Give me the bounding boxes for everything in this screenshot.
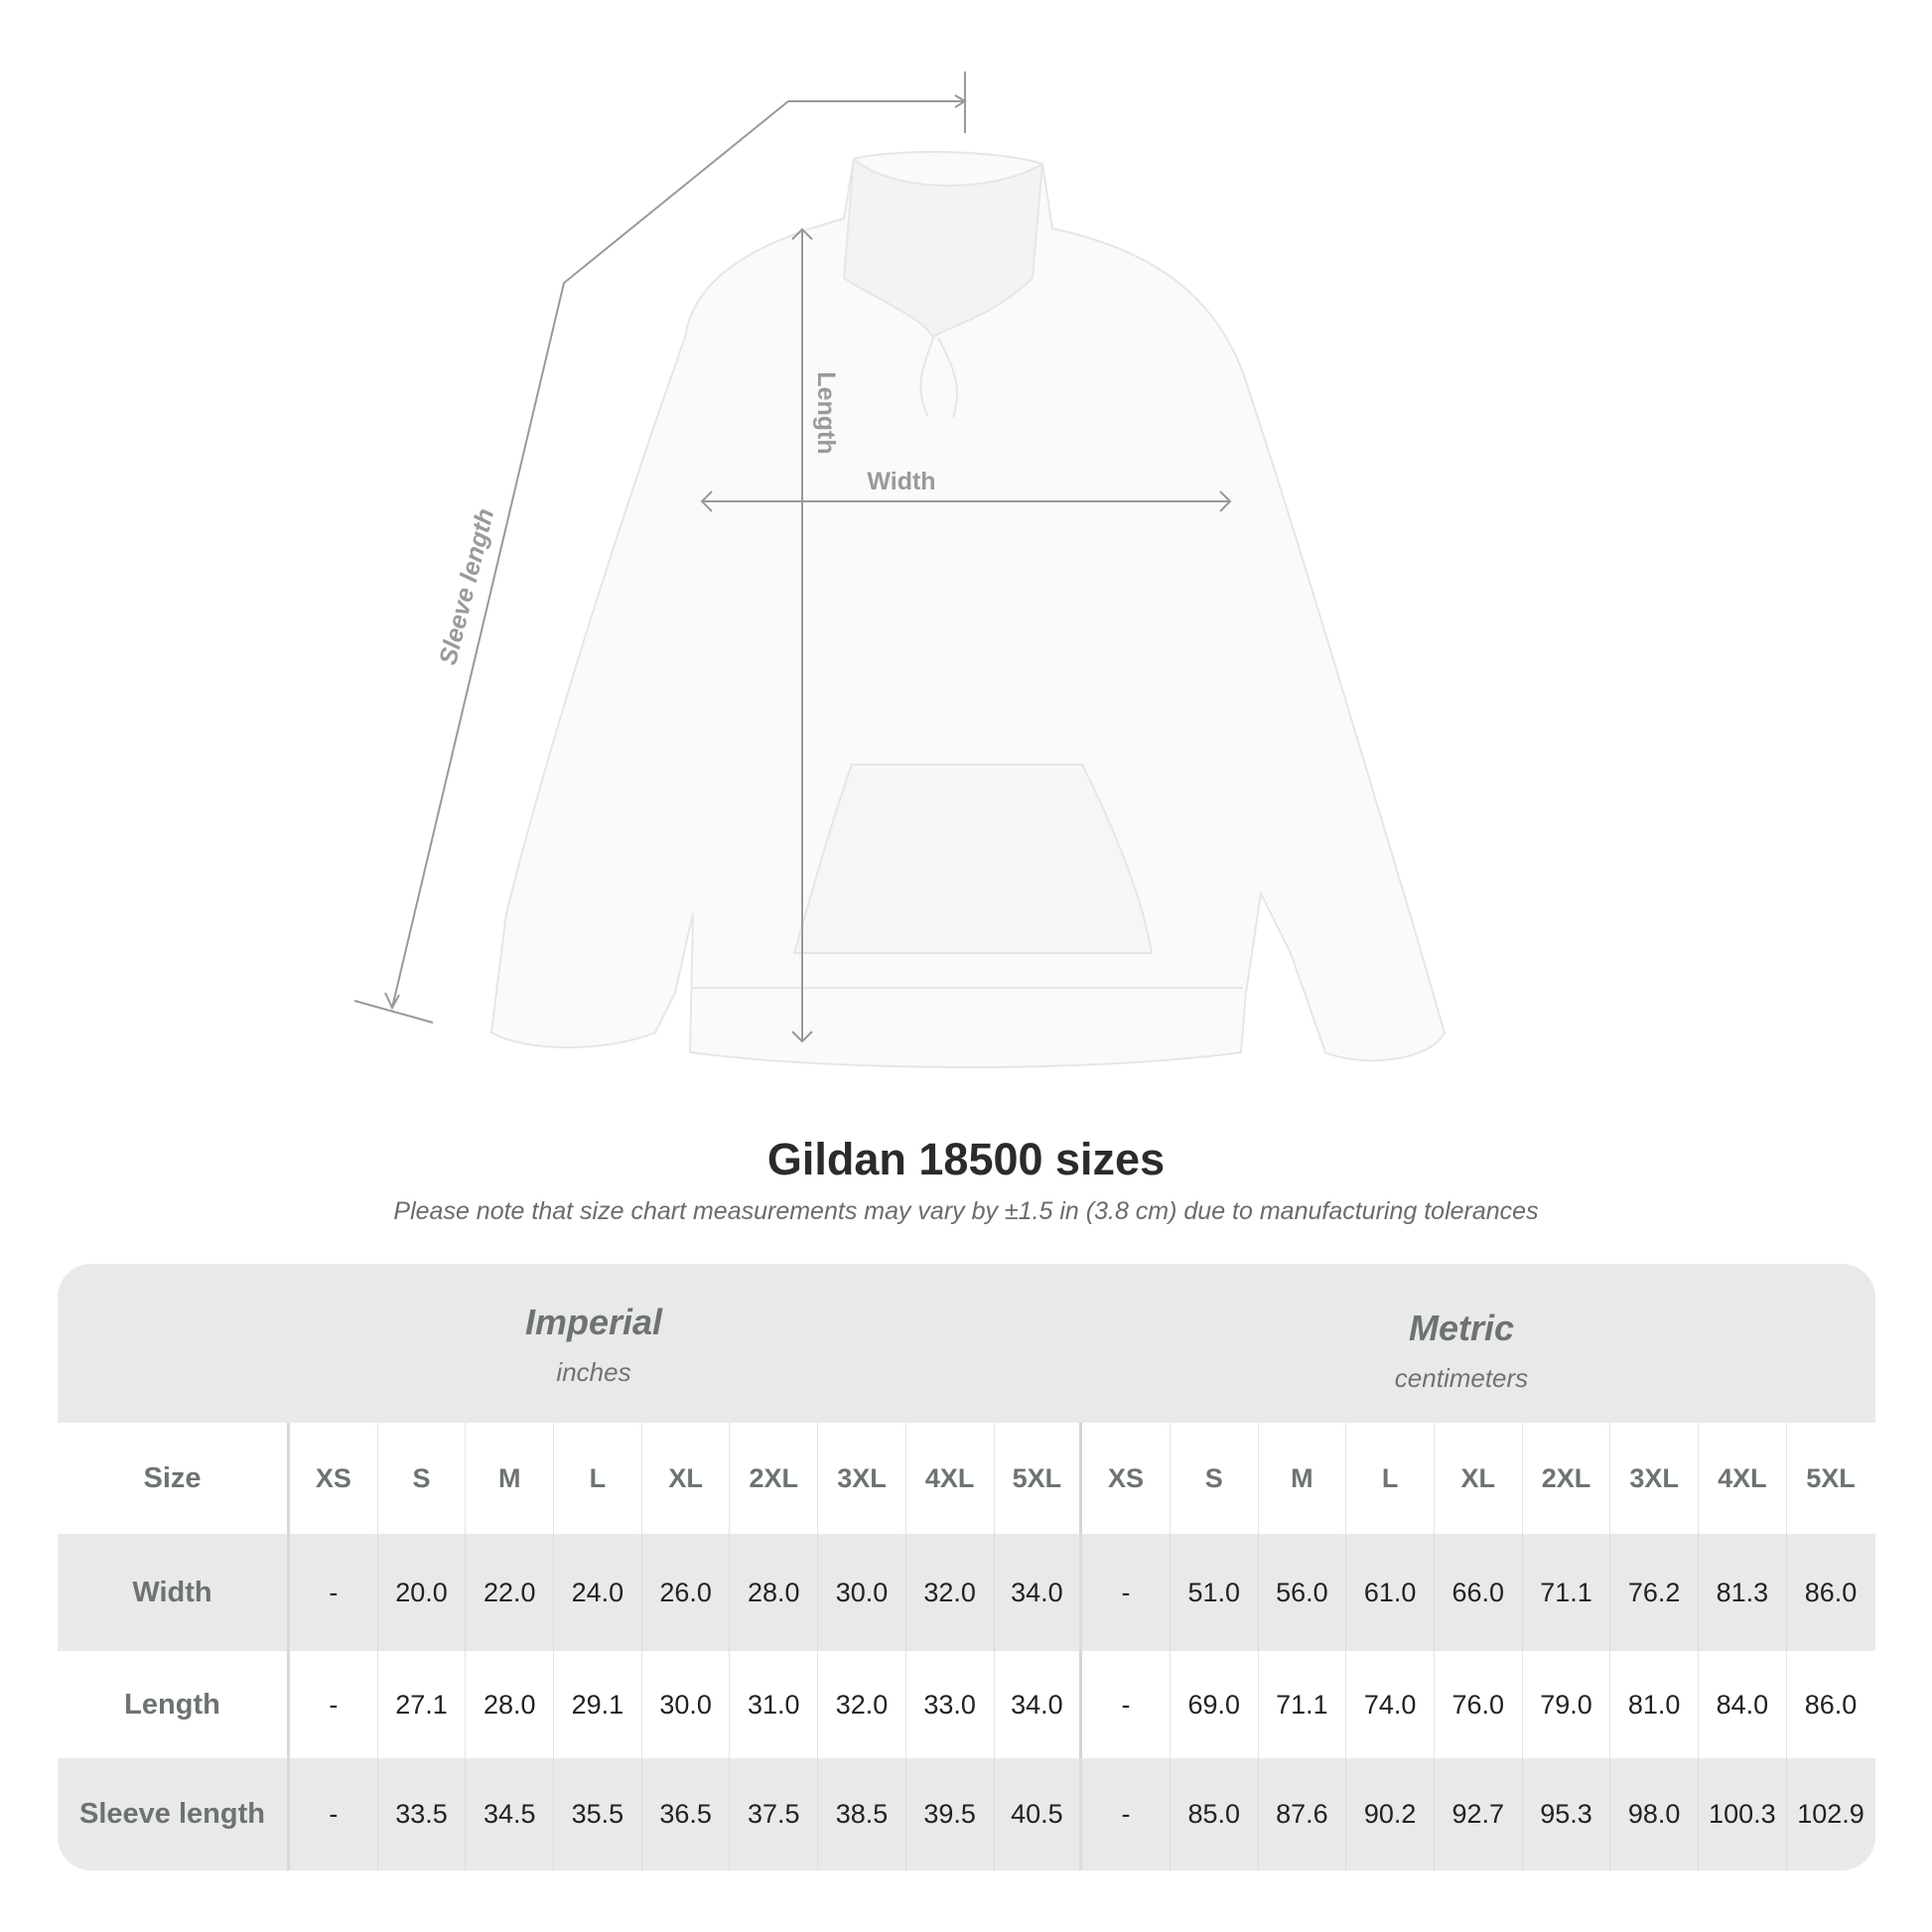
cell-imperial: 38.5: [818, 1758, 906, 1870]
cell-imperial: 28.0: [730, 1534, 819, 1651]
cell-metric: 71.1: [1523, 1534, 1611, 1651]
cell-imperial: 34.0: [995, 1651, 1083, 1758]
row-label: Length: [58, 1651, 290, 1758]
cell-imperial: -: [290, 1651, 378, 1758]
cell-metric: 74.0: [1346, 1651, 1435, 1758]
cell-metric: 90.2: [1346, 1758, 1435, 1870]
table-row-sleeve-length: Sleeve length -33.5 34.5 35.5 36.5 37.5 38.5 39…: [58, 1758, 1875, 1870]
cell-metric: 61.0: [1346, 1534, 1435, 1651]
cell-metric: 76.0: [1435, 1651, 1523, 1758]
cell-imperial: 36.5: [642, 1758, 731, 1870]
cell-imperial: 22.0: [466, 1534, 555, 1651]
cell-imperial: -: [290, 1534, 378, 1651]
cell-imperial: 34.5: [466, 1758, 555, 1870]
table-row-width: Width -20.0 22.0 24.0 26.0 28.0 30.0 32.0 34.0-5…: [58, 1534, 1875, 1651]
width-label: Width: [867, 468, 935, 495]
cell-metric: 84.0: [1699, 1651, 1787, 1758]
cell-imperial: 32.0: [818, 1651, 906, 1758]
cell-metric: 102.9: [1797, 1799, 1864, 1829]
size-header-imperial: 5XL: [995, 1423, 1083, 1534]
cell-metric: 100.3: [1699, 1758, 1787, 1870]
size-header-metric: 5XL: [1806, 1462, 1856, 1493]
cell-imperial: 33.5: [378, 1758, 467, 1870]
size-header-metric: 4XL: [1699, 1423, 1787, 1534]
size-header-imperial: 3XL: [818, 1423, 906, 1534]
hoodie-image: [489, 151, 1447, 1068]
size-header-metric: XS: [1082, 1423, 1171, 1534]
cell-imperial: 27.1: [378, 1651, 467, 1758]
size-header-metric: L: [1346, 1423, 1435, 1534]
table-header: [58, 1264, 1875, 1423]
cell-imperial: -: [290, 1758, 378, 1870]
metric-unit: centimeters: [1394, 1363, 1529, 1393]
size-header-imperial: M: [466, 1423, 555, 1534]
metric-header: Metric centimeters: [1303, 1308, 1620, 1394]
size-header-metric: S: [1171, 1423, 1259, 1534]
length-label: Length: [812, 371, 840, 454]
cell-imperial: 37.5: [730, 1758, 819, 1870]
sleeve-length-label: Sleeve length: [434, 505, 499, 667]
cell-metric: 92.7: [1435, 1758, 1523, 1870]
row-label: Width: [58, 1534, 290, 1651]
cell-imperial: 30.0: [818, 1534, 906, 1651]
cell-metric: 51.0: [1171, 1534, 1259, 1651]
cell-imperial: 30.0: [642, 1651, 731, 1758]
size-header-imperial: XL: [642, 1423, 731, 1534]
cell-metric: 87.6: [1259, 1758, 1347, 1870]
cell-metric: 86.0: [1804, 1577, 1858, 1607]
row-label: Sleeve length: [58, 1758, 290, 1870]
cell-metric: 85.0: [1171, 1758, 1259, 1870]
row-label: Size: [58, 1423, 290, 1534]
cell-imperial: 35.5: [554, 1758, 642, 1870]
size-header-metric: XL: [1435, 1423, 1523, 1534]
table-row-length: Length -27.1 28.0 29.1 30.0 31.0 32.0 33.0 34.0-…: [58, 1651, 1875, 1758]
size-header-metric: 3XL: [1610, 1423, 1699, 1534]
cell-imperial: 40.5: [995, 1758, 1083, 1870]
cell-metric: 95.3: [1523, 1758, 1611, 1870]
size-header-imperial: L: [554, 1423, 642, 1534]
cell-imperial: 33.0: [906, 1651, 995, 1758]
cell-imperial: 31.0: [730, 1651, 819, 1758]
cell-metric: 98.0: [1610, 1758, 1699, 1870]
cell-imperial: 34.0: [995, 1534, 1083, 1651]
cell-imperial: 20.0: [378, 1534, 467, 1651]
cell-metric: -: [1082, 1534, 1171, 1651]
cell-metric: 56.0: [1259, 1534, 1347, 1651]
cell-metric: 69.0: [1171, 1651, 1259, 1758]
page-title: Gildan 18500 sizes: [766, 1134, 1166, 1184]
size-header-imperial: 2XL: [730, 1423, 819, 1534]
size-header-metric: M: [1259, 1423, 1347, 1534]
size-header-imperial: 4XL: [906, 1423, 995, 1534]
cell-imperial: 24.0: [554, 1534, 642, 1651]
cell-metric: 86.0: [1804, 1689, 1858, 1720]
cell-imperial: 26.0: [642, 1534, 731, 1651]
cell-metric: 71.1: [1259, 1651, 1347, 1758]
cell-metric: 81.0: [1610, 1651, 1699, 1758]
arrowheads: [384, 94, 1232, 1043]
cell-metric: 66.0: [1435, 1534, 1523, 1651]
size-header-imperial: S: [378, 1423, 467, 1534]
cell-metric: -: [1082, 1758, 1171, 1870]
imperial-header: Imperial inches: [435, 1302, 753, 1388]
size-header-imperial: XS: [290, 1423, 378, 1534]
sleeve-measure-tick-bottom: [353, 1000, 434, 1024]
sleeve-measure-line: [391, 100, 789, 1009]
cell-metric: 81.3: [1699, 1534, 1787, 1651]
cell-metric: -: [1082, 1651, 1171, 1758]
cell-imperial: 29.1: [554, 1651, 642, 1758]
cell-imperial: 39.5: [906, 1758, 995, 1870]
cell-imperial: 32.0: [906, 1534, 995, 1651]
metric-title: Metric: [1408, 1308, 1515, 1348]
size-header-metric: 2XL: [1523, 1423, 1611, 1534]
table-row-size: Size XS S M L XL 2XL 3XL 4XL 5XL XS S M L XL 2XL 3XL 4XL 5…: [58, 1423, 1875, 1534]
cell-imperial: 28.0: [466, 1651, 555, 1758]
cell-metric: 76.2: [1610, 1534, 1699, 1651]
size-table: Imperial inches Metric centimeters Size X…: [58, 1264, 1875, 1870]
imperial-unit: inches: [556, 1357, 631, 1387]
tolerance-note: Please note that size chart measurements…: [393, 1197, 1539, 1225]
imperial-title: Imperial: [524, 1302, 663, 1342]
cell-metric: 79.0: [1523, 1651, 1611, 1758]
